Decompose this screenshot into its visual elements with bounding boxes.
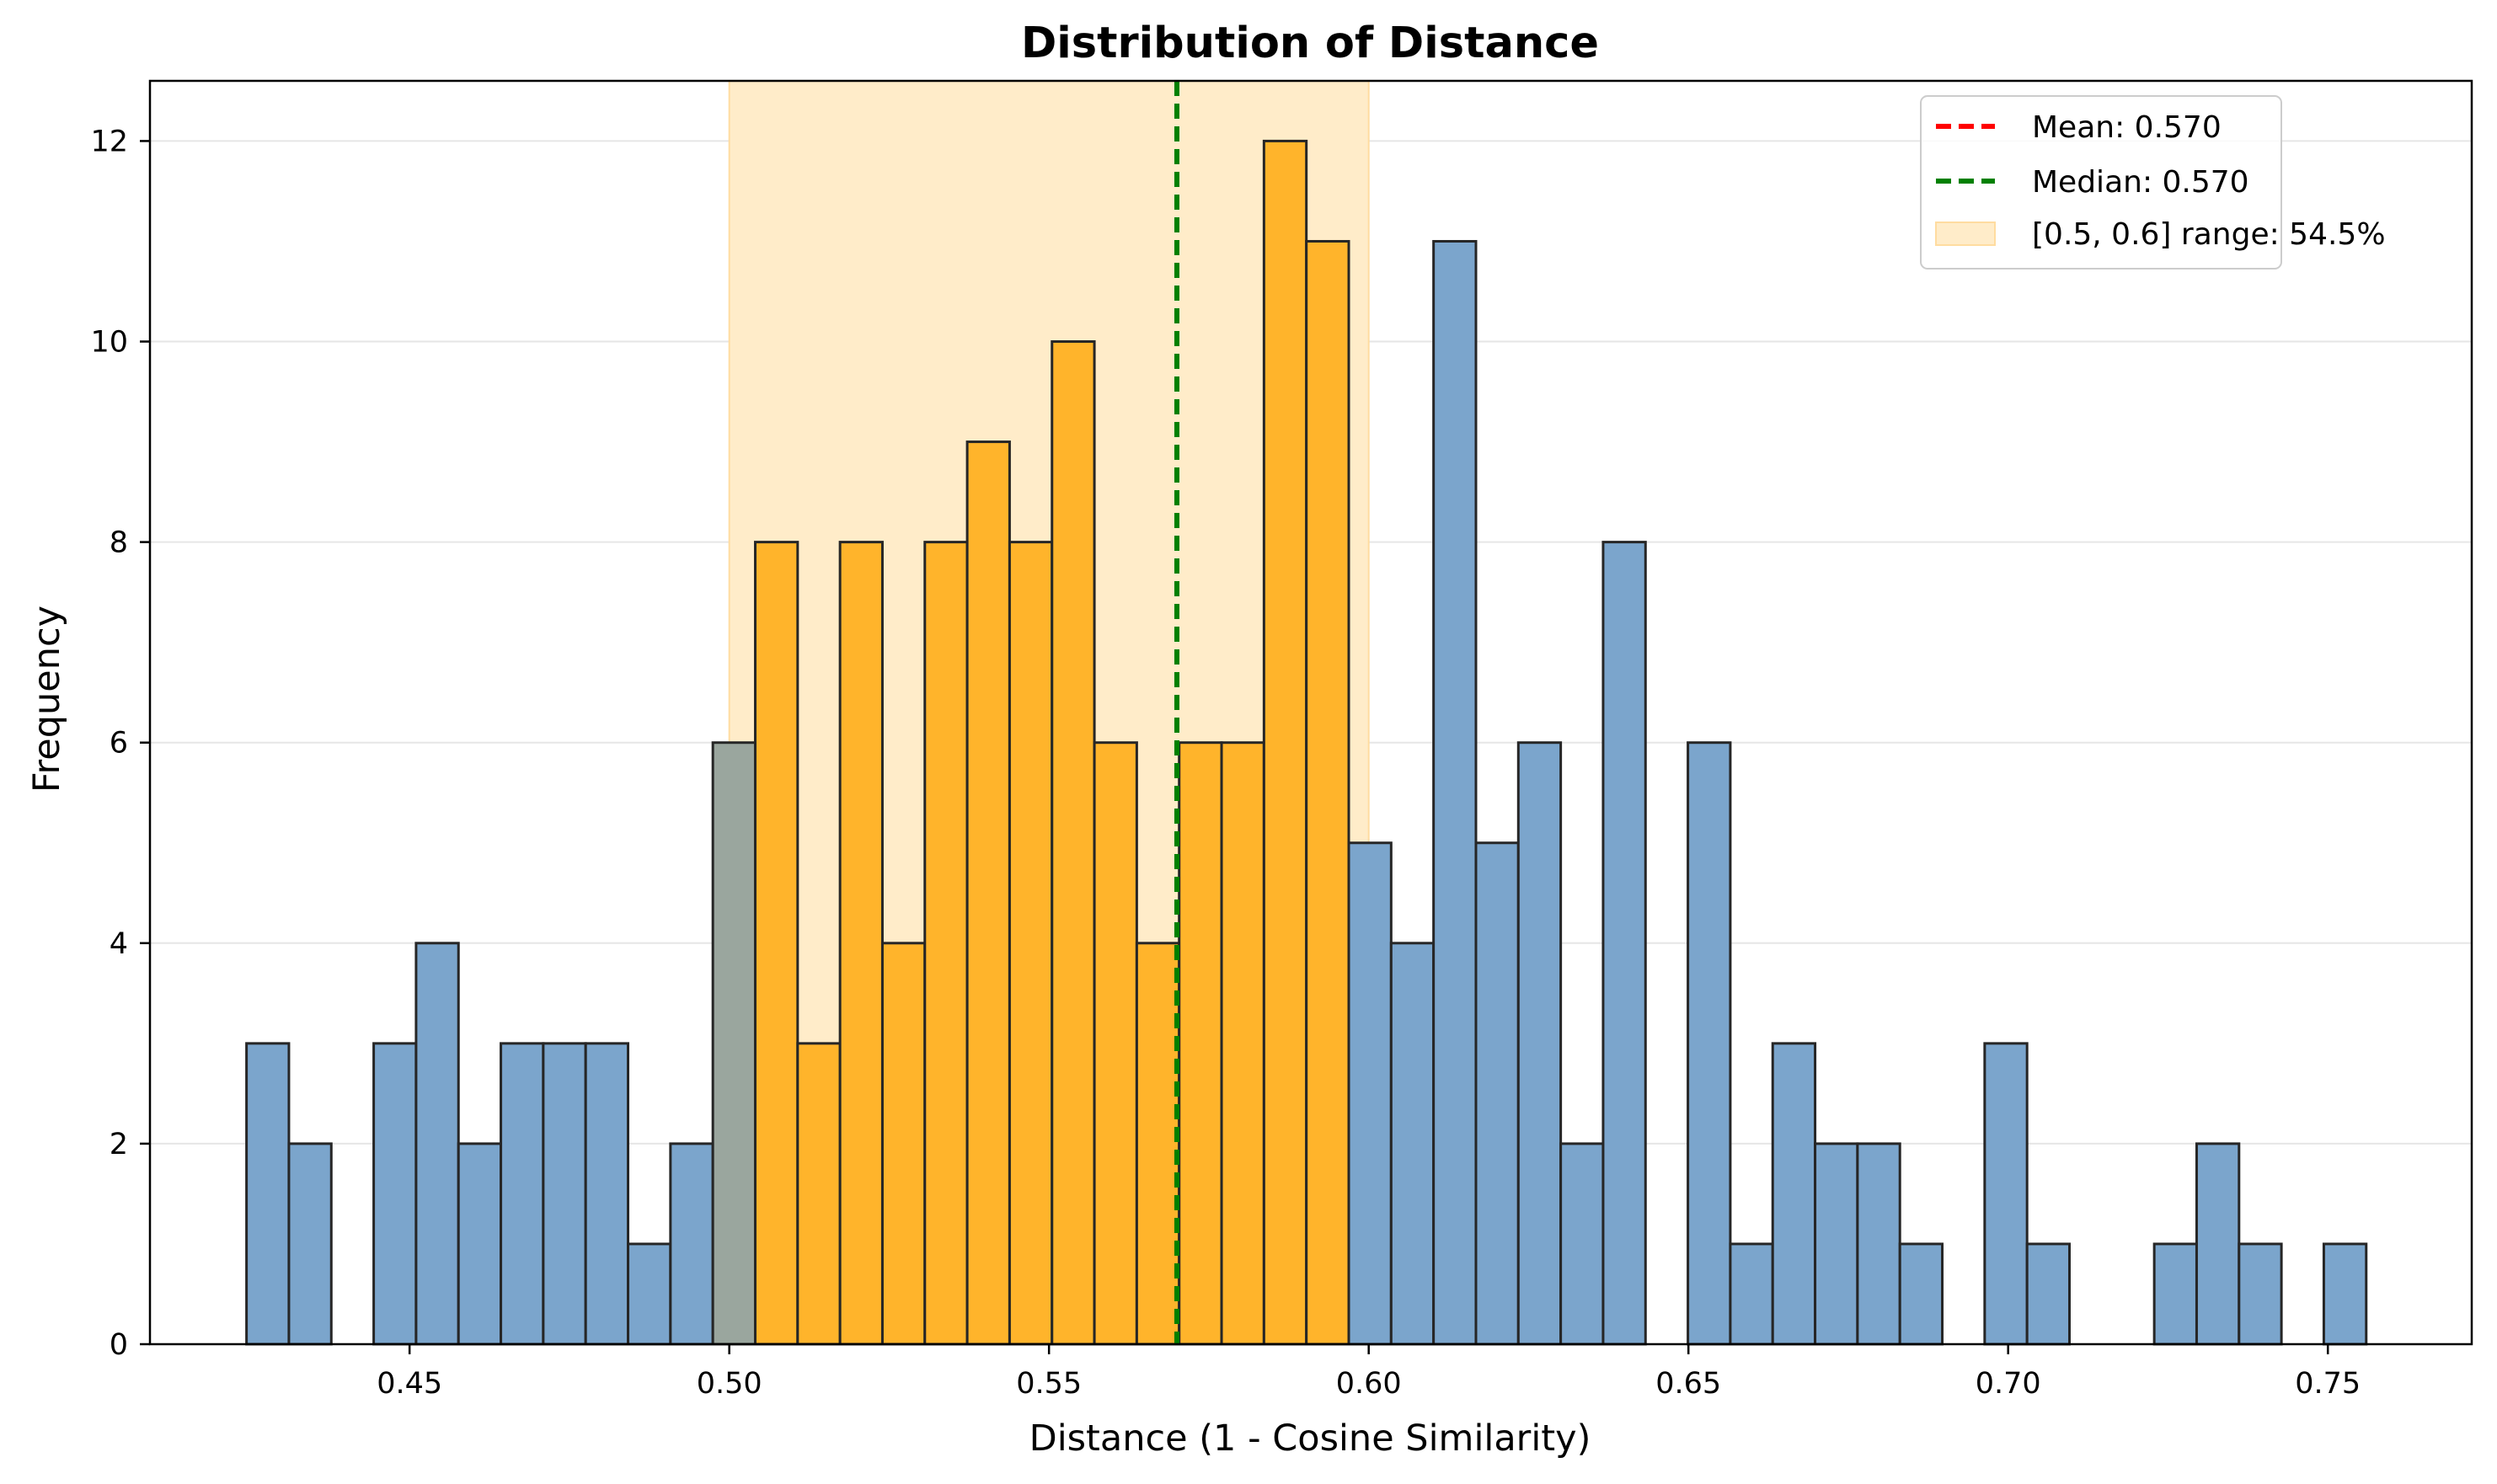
plot-area: 0.45 0.50 0.55 0.60 0.65 0.70 0.75 0 2 4 6 8 10 12 [90, 79, 2473, 1401]
histogram-bar [1432, 239, 1478, 1346]
histogram-bar [1601, 541, 1647, 1346]
histogram-bar [711, 741, 757, 1346]
x-tick-label: 0.55 [1016, 1367, 1082, 1401]
histogram-bar [1178, 741, 1223, 1346]
y-tick-label: 0 [110, 1328, 128, 1362]
histogram-bar [1347, 841, 1393, 1346]
y-tick-label: 10 [90, 326, 128, 360]
histogram-bar [414, 942, 460, 1346]
histogram-bar [500, 1042, 545, 1346]
x-tick-label: 0.70 [1976, 1367, 2041, 1401]
x-tick-label: 0.45 [377, 1367, 442, 1401]
histogram-bar [1983, 1042, 2029, 1346]
y-tick-label: 2 [110, 1128, 128, 1161]
histogram-bar [372, 1042, 418, 1346]
histogram-bar [1559, 1142, 1605, 1346]
histogram-bar [2322, 1242, 2368, 1346]
histogram-bar [1814, 1142, 1859, 1346]
histogram-bar [965, 440, 1011, 1346]
histogram-bar [1474, 841, 1520, 1346]
chart-title: Distribution of Distance [1021, 19, 1599, 68]
histogram-bar [923, 541, 969, 1346]
y-tick-label: 8 [110, 526, 128, 560]
histogram-bar [1262, 139, 1308, 1346]
histogram-bar [1051, 340, 1096, 1346]
histogram-bar [2152, 1242, 2198, 1346]
histogram-bar [1135, 942, 1181, 1346]
histogram-bar [1389, 942, 1436, 1346]
legend-range-label: [0.5, 0.6] range: 54.5% [2032, 217, 2386, 252]
y-axis-label: Frequency [26, 606, 68, 793]
legend-mean-label: Mean: 0.570 [2032, 110, 2222, 145]
legend-box [1920, 95, 2282, 270]
histogram-bar [1220, 741, 1265, 1346]
histogram-bar [2238, 1242, 2283, 1346]
histogram-bar [1516, 741, 1563, 1346]
histogram-bar [838, 541, 884, 1346]
histogram-bar [2025, 1242, 2072, 1346]
histogram-bar [584, 1042, 630, 1346]
legend: Mean: 0.570 Median: 0.570 [0.5, 0.6] ran… [1920, 95, 2386, 270]
histogram-bar [1305, 239, 1350, 1346]
x-tick-label: 0.60 [1336, 1367, 1402, 1401]
histogram-bar [1093, 741, 1138, 1346]
legend-median-label: Median: 0.570 [2032, 165, 2249, 200]
histogram-bar [1898, 1242, 1944, 1346]
histogram-bar [1008, 541, 1054, 1346]
histogram-bar [753, 541, 799, 1346]
histogram-bar [542, 1042, 587, 1346]
histogram-bar [1687, 741, 1732, 1346]
axes-frame [148, 79, 2473, 1346]
x-tick-label: 0.50 [697, 1367, 762, 1401]
y-tick-label: 12 [90, 125, 128, 158]
histogram-bar [287, 1142, 333, 1346]
histogram-bar [669, 1142, 714, 1346]
y-tick-label: 4 [110, 927, 128, 961]
histogram-bar [1771, 1042, 1817, 1346]
histogram-bar [880, 942, 927, 1346]
histogram-bar [796, 1042, 842, 1346]
histogram-bar [627, 1242, 672, 1346]
legend-range-swatch [1935, 222, 1996, 246]
histogram-bar [457, 1142, 503, 1346]
x-tick-label: 0.75 [2295, 1367, 2361, 1401]
histogram-bar [1729, 1242, 1774, 1346]
histogram-bar [245, 1042, 291, 1346]
x-axis-label: Distance (1 - Cosine Similarity) [1029, 1417, 1591, 1460]
x-tick-label: 0.65 [1655, 1367, 1721, 1401]
histogram-bar [1856, 1142, 1901, 1346]
histogram-bar [2195, 1142, 2241, 1346]
y-tick-label: 6 [110, 727, 128, 761]
